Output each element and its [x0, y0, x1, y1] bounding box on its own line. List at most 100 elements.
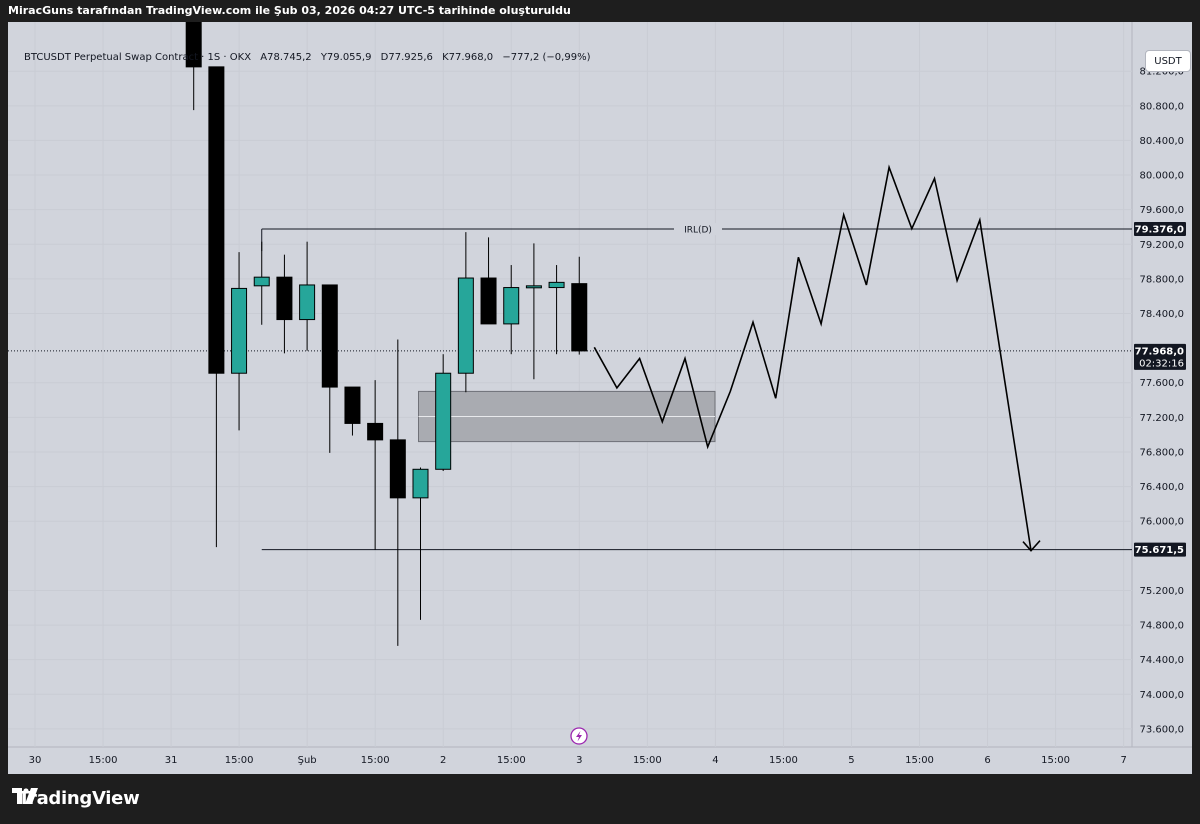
legend-high: Y79.055,9	[320, 52, 372, 63]
candle[interactable]	[185, 22, 202, 111]
plot-area: IRL(D)	[8, 22, 1132, 646]
irl-price-badge-bg	[1134, 222, 1186, 237]
lightning-icon[interactable]	[570, 727, 588, 745]
bearish-candle-body	[389, 439, 406, 499]
price-tick-label: 80.800,0	[1139, 101, 1184, 112]
price-axis[interactable]: 73.600,0 74.000,0 74.400,0 74.800,0 75.200,0…	[1134, 67, 1186, 736]
bearish-candle-body	[321, 284, 338, 388]
candle[interactable]	[480, 237, 497, 325]
price-tick-label: 80.000,0	[1139, 171, 1184, 182]
bullish-candle-body	[412, 468, 429, 499]
price-tick-label: 76.000,0	[1139, 517, 1184, 528]
current-price-badge-bg	[1134, 343, 1186, 370]
target-price-badge-bg	[1134, 542, 1186, 557]
time-tick-label: 15:00	[769, 755, 798, 766]
price-tick-label: 73.600,0	[1139, 724, 1184, 735]
candle[interactable]	[276, 254, 293, 354]
bullish-candle-body	[299, 284, 316, 321]
time-tick-label: 15:00	[225, 755, 254, 766]
candlestick-chart[interactable]: IRL(D) 73.600,074.000,074.400,074.800,07…	[8, 22, 1192, 774]
candle[interactable]	[367, 380, 384, 550]
price-tick-label: 81.200,0	[1139, 67, 1184, 78]
price-tick-label: 80.400,0	[1139, 136, 1184, 147]
candle[interactable]	[253, 241, 270, 325]
time-tick-label: 7	[1120, 755, 1126, 766]
projected-path[interactable]	[593, 164, 1032, 551]
price-tick-label: 76.800,0	[1139, 447, 1184, 458]
symbol-name[interactable]: BTCUSDT Perpetual Swap Contract · 1S · O…	[24, 52, 252, 63]
time-tick-label: 4	[712, 755, 718, 766]
time-tick-label: 15:00	[89, 755, 118, 766]
bearish-candle-body	[208, 66, 225, 374]
legend-close: K77.968,0	[442, 52, 494, 63]
candle[interactable]	[457, 232, 474, 393]
price-tick-label: 77.600,0	[1139, 378, 1184, 389]
tradingview-logo[interactable]: TradingView	[12, 788, 140, 809]
bearish-candle-body	[344, 386, 361, 424]
candle[interactable]	[389, 339, 406, 646]
price-tick-label: 78.400,0	[1139, 309, 1184, 320]
candle[interactable]	[435, 354, 452, 472]
price-tick-label: 74.000,0	[1139, 690, 1184, 701]
bullish-candle-body	[231, 287, 248, 374]
bullish-candle-body	[503, 287, 520, 325]
price-tick-label: 79.200,0	[1139, 240, 1184, 251]
target-price-badge-text: 75.671,5	[1135, 545, 1184, 556]
price-tick-label: 78.800,0	[1139, 274, 1184, 285]
time-axis[interactable]: 30 15:00 31 15:00 Şub 15:00 2 15:00 3 15:00 4 15:00…	[29, 755, 1127, 766]
price-tick-label: 76.400,0	[1139, 482, 1184, 493]
price-tick-label: 74.400,0	[1139, 655, 1184, 666]
time-tick-label: 15:00	[497, 755, 526, 766]
legend-low: D77.925,6	[380, 52, 433, 63]
time-tick-label: 5	[848, 755, 854, 766]
time-tick-label: 31	[165, 755, 178, 766]
candle[interactable]	[208, 66, 225, 548]
time-tick-label: 15:00	[905, 755, 934, 766]
time-tick-label: 2	[440, 755, 446, 766]
candle[interactable]	[548, 265, 565, 355]
grid	[8, 22, 1132, 747]
time-tick-label: 3	[576, 755, 582, 766]
time-tick-label: 6	[984, 755, 990, 766]
countdown-text: 02:32:16	[1139, 358, 1184, 369]
candle[interactable]	[412, 467, 429, 620]
legend-change: −777,2 (−0,99%)	[502, 52, 591, 63]
bullish-candle-body	[548, 281, 565, 289]
bearish-candle-body	[367, 422, 384, 441]
time-tick-label: Şub	[298, 755, 317, 766]
price-tick-label: 75.200,0	[1139, 586, 1184, 597]
top-bar: MiracGuns tarafından TradingView.com ile…	[0, 0, 1200, 22]
candle[interactable]	[321, 284, 338, 453]
time-tick-label: 15:00	[633, 755, 662, 766]
tradingview-brand: TradingView	[18, 788, 140, 809]
time-tick-label: 15:00	[1041, 755, 1070, 766]
symbol-legend: BTCUSDT Perpetual Swap Contract · 1S · O…	[24, 52, 596, 63]
candle[interactable]	[344, 386, 361, 436]
bullish-candle-body	[525, 285, 542, 289]
time-tick-label: 15:00	[361, 755, 390, 766]
bullish-candle-body	[457, 277, 474, 374]
projection-arrowhead	[1022, 540, 1041, 552]
candle[interactable]	[503, 265, 520, 355]
current-price-badge-text: 77.968,0	[1135, 346, 1184, 357]
candle[interactable]	[571, 256, 588, 355]
price-tick-label: 74.800,0	[1139, 621, 1184, 632]
footer: TradingView	[0, 774, 1200, 824]
price-tick-label: 77.200,0	[1139, 413, 1184, 424]
price-tick-label: 79.600,0	[1139, 205, 1184, 216]
legend-open: A78.745,2	[260, 52, 312, 63]
irl-label: IRL(D)	[684, 226, 712, 236]
currency-button[interactable]: USDT	[1145, 50, 1191, 72]
candle[interactable]	[525, 243, 542, 380]
snapshot-caption: MiracGuns tarafından TradingView.com ile…	[8, 4, 571, 17]
bearish-candle-body	[480, 277, 497, 325]
candle[interactable]	[299, 241, 316, 351]
candle[interactable]	[231, 252, 248, 431]
irl-price-badge: 79.376,0	[1134, 222, 1186, 237]
chart-area[interactable]: IRL(D) 73.600,0 74.000,0 74.400,0 74.800,0 7…	[8, 22, 1192, 774]
bearish-candle-body	[276, 276, 293, 321]
tradingview-logo-icon	[12, 788, 38, 804]
current-price-badge: 77.968,002:32:16	[1134, 343, 1186, 370]
bullish-candle-body	[435, 372, 452, 470]
irl-label-bg	[674, 223, 722, 236]
